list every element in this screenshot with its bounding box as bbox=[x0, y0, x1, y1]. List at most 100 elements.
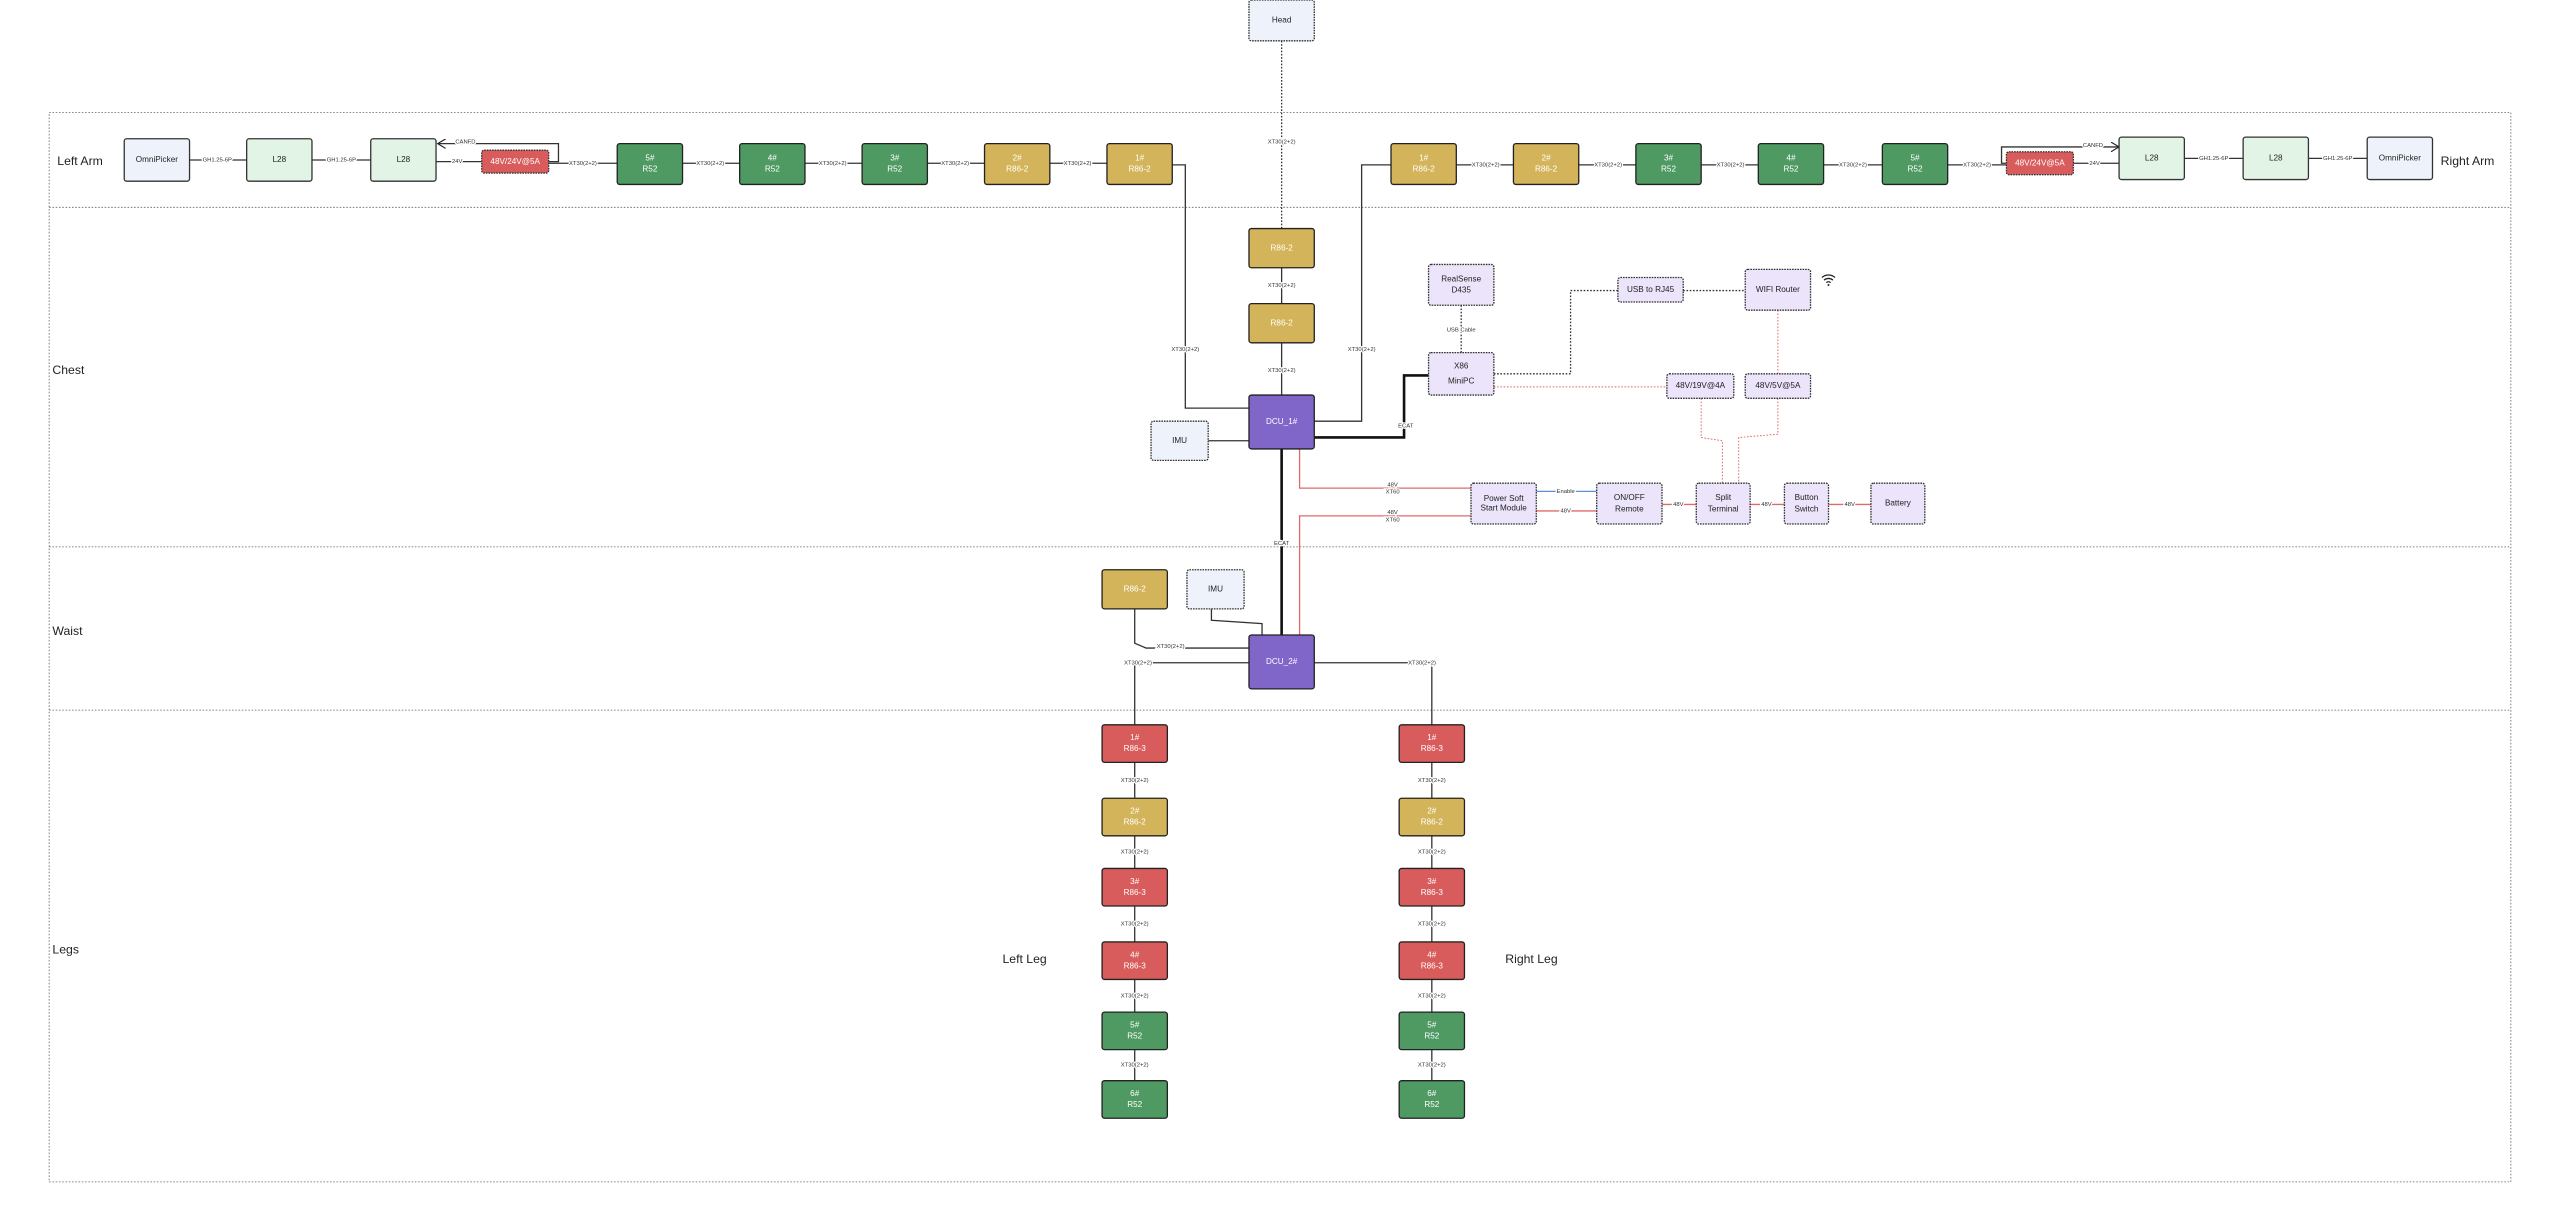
node-ra-1[interactable]: 1# R86-2 bbox=[1390, 143, 1457, 186]
node-ch-r1[interactable]: R86-2 bbox=[1248, 227, 1315, 269]
node-la-2[interactable]: 2# R86-2 bbox=[983, 143, 1051, 186]
section-legs: Legs bbox=[52, 942, 79, 956]
node-imu1[interactable]: IMU bbox=[1150, 420, 1209, 461]
node-box bbox=[123, 138, 191, 182]
node-label: 48V/5V@5A bbox=[1755, 381, 1801, 390]
node-box bbox=[1398, 941, 1466, 981]
node-battery[interactable]: Battery bbox=[1870, 482, 1926, 525]
node-imu2[interactable]: IMU bbox=[1186, 569, 1245, 610]
node-la-1[interactable]: 1# R86-2 bbox=[1106, 143, 1173, 186]
node-box bbox=[1744, 373, 1812, 399]
node-label: R86-2 bbox=[1413, 165, 1436, 174]
node-ra-3[interactable]: 3#R52 bbox=[1635, 143, 1702, 186]
node-label: R86-3 bbox=[1421, 961, 1444, 970]
node-box bbox=[1783, 482, 1830, 525]
connection-label: XT30(2+2) bbox=[1121, 778, 1149, 784]
node-ra-l28b[interactable]: L28 bbox=[2242, 136, 2310, 181]
node-split[interactable]: Split Terminal bbox=[1695, 482, 1751, 525]
node-label: R86-2 bbox=[1271, 243, 1294, 252]
node-label: 1# bbox=[1419, 154, 1429, 163]
node-box bbox=[481, 149, 550, 174]
node-box bbox=[1186, 569, 1245, 610]
node-box bbox=[1101, 569, 1169, 610]
node-ll-5[interactable]: 5#R52 bbox=[1101, 1011, 1169, 1051]
node-la-pwr[interactable]: 48V/24V@5A bbox=[481, 149, 550, 174]
connection-label: XT30(2+2) bbox=[941, 161, 969, 167]
node-rl-2[interactable]: 2# R86-2 bbox=[1398, 797, 1466, 837]
node-la-omni[interactable]: OmniPicker bbox=[123, 138, 191, 182]
node-la-3[interactable]: 3#R52 bbox=[861, 143, 929, 186]
node-box bbox=[1390, 143, 1457, 186]
node-label: DCU_1# bbox=[1266, 417, 1298, 426]
connection-label: XT30(2+2) bbox=[1418, 778, 1446, 784]
node-box bbox=[1398, 724, 1466, 763]
node-la-l28a[interactable]: L28 bbox=[246, 138, 313, 182]
node-rl-4[interactable]: 4# R86-3 bbox=[1398, 941, 1466, 981]
node-dcu2[interactable]: DCU_2# bbox=[1248, 634, 1315, 690]
connection-label: 48V bbox=[1845, 502, 1856, 508]
node-label: 4# bbox=[1130, 950, 1140, 959]
node-w-r86[interactable]: R86-2 bbox=[1101, 569, 1169, 610]
node-rl-3[interactable]: 3# R86-3 bbox=[1398, 867, 1466, 907]
node-rl-1[interactable]: 1# R86-3 bbox=[1398, 724, 1466, 763]
node-box bbox=[1398, 1080, 1466, 1119]
connections: GH1.25-6P GH1.25-6P 24V CANFD XT30(2+2) XT30(… bbox=[189, 40, 2368, 1081]
node-box bbox=[983, 143, 1051, 186]
node-ch-r2[interactable]: R86-2 bbox=[1248, 302, 1315, 344]
node-box bbox=[1248, 394, 1315, 450]
node-dcu1[interactable]: DCU_1# bbox=[1248, 394, 1315, 450]
connection-line bbox=[438, 144, 560, 163]
connection-label: XT30(2+2) bbox=[1408, 660, 1436, 666]
node-ll-2[interactable]: 2# R86-2 bbox=[1101, 797, 1169, 837]
node-minipc[interactable]: X86 MiniPC bbox=[1427, 351, 1495, 396]
node-label: R52 bbox=[1127, 1100, 1142, 1109]
node-ra-5[interactable]: 5#R52 bbox=[1881, 143, 1949, 186]
node-p19[interactable]: 48V/19V@4A bbox=[1666, 373, 1735, 399]
node-label: 3# bbox=[1664, 154, 1674, 163]
node-la-5[interactable]: 5#R52 bbox=[616, 143, 684, 186]
node-button[interactable]: Button Switch bbox=[1783, 482, 1830, 525]
node-la-l28b[interactable]: L28 bbox=[370, 138, 437, 182]
connection-label-line: 48V bbox=[1387, 482, 1398, 488]
node-ra-4[interactable]: 4#R52 bbox=[1757, 143, 1825, 186]
node-ll-4[interactable]: 4# R86-3 bbox=[1101, 941, 1169, 981]
connection-label: XT30(2+2) bbox=[1418, 1063, 1446, 1069]
node-label: R86-2 bbox=[1129, 165, 1152, 174]
node-ll-3[interactable]: 3# R86-3 bbox=[1101, 867, 1169, 907]
connection-label: XT30(2+2) bbox=[1472, 162, 1500, 168]
node-box bbox=[2005, 151, 2075, 176]
connection-label: 48V XT60 bbox=[1386, 482, 1401, 495]
node-box bbox=[1512, 143, 1580, 186]
connection-line bbox=[1134, 608, 1249, 649]
node-rl-5[interactable]: 5#R52 bbox=[1398, 1011, 1466, 1051]
node-onoff[interactable]: ON/OFF Remote bbox=[1596, 482, 1663, 525]
node-usb-rj45[interactable]: USB to RJ45 bbox=[1617, 276, 1684, 303]
node-la-4[interactable]: 4#R52 bbox=[739, 143, 806, 186]
node-box bbox=[1757, 143, 1825, 186]
node-ra-l28a[interactable]: L28 bbox=[2118, 136, 2186, 181]
node-ra-pwr[interactable]: 48V/24V@5A bbox=[2005, 151, 2075, 176]
node-ra-2[interactable]: 2# R86-2 bbox=[1512, 143, 1580, 186]
connection-label: XT30(2+2) bbox=[696, 161, 724, 167]
node-ll-1[interactable]: 1# R86-3 bbox=[1101, 724, 1169, 763]
node-label: R52 bbox=[765, 165, 780, 174]
connection-line bbox=[1298, 515, 1471, 636]
node-wifi[interactable]: WIFI Router bbox=[1744, 268, 1812, 311]
node-ra-omni[interactable]: OmniPicker bbox=[2366, 136, 2434, 181]
node-label: IMU bbox=[1208, 584, 1223, 593]
node-p5[interactable]: 48V/5V@5A bbox=[1744, 373, 1812, 399]
node-label: MiniPC bbox=[1448, 377, 1474, 386]
node-realsense[interactable]: RealSense D435 bbox=[1427, 263, 1495, 306]
label-left-leg: Left Leg bbox=[1002, 952, 1046, 966]
node-label: D435 bbox=[1451, 286, 1471, 295]
node-label: L28 bbox=[2145, 154, 2159, 163]
node-label: R52 bbox=[1661, 165, 1676, 174]
node-rl-6[interactable]: 6#R52 bbox=[1398, 1080, 1466, 1119]
node-label: R52 bbox=[1783, 165, 1798, 174]
node-box bbox=[1101, 867, 1169, 907]
node-ll-6[interactable]: 6#R52 bbox=[1101, 1080, 1169, 1119]
node-label: RealSense bbox=[1441, 275, 1481, 284]
node-head[interactable]: Head bbox=[1248, 0, 1315, 42]
